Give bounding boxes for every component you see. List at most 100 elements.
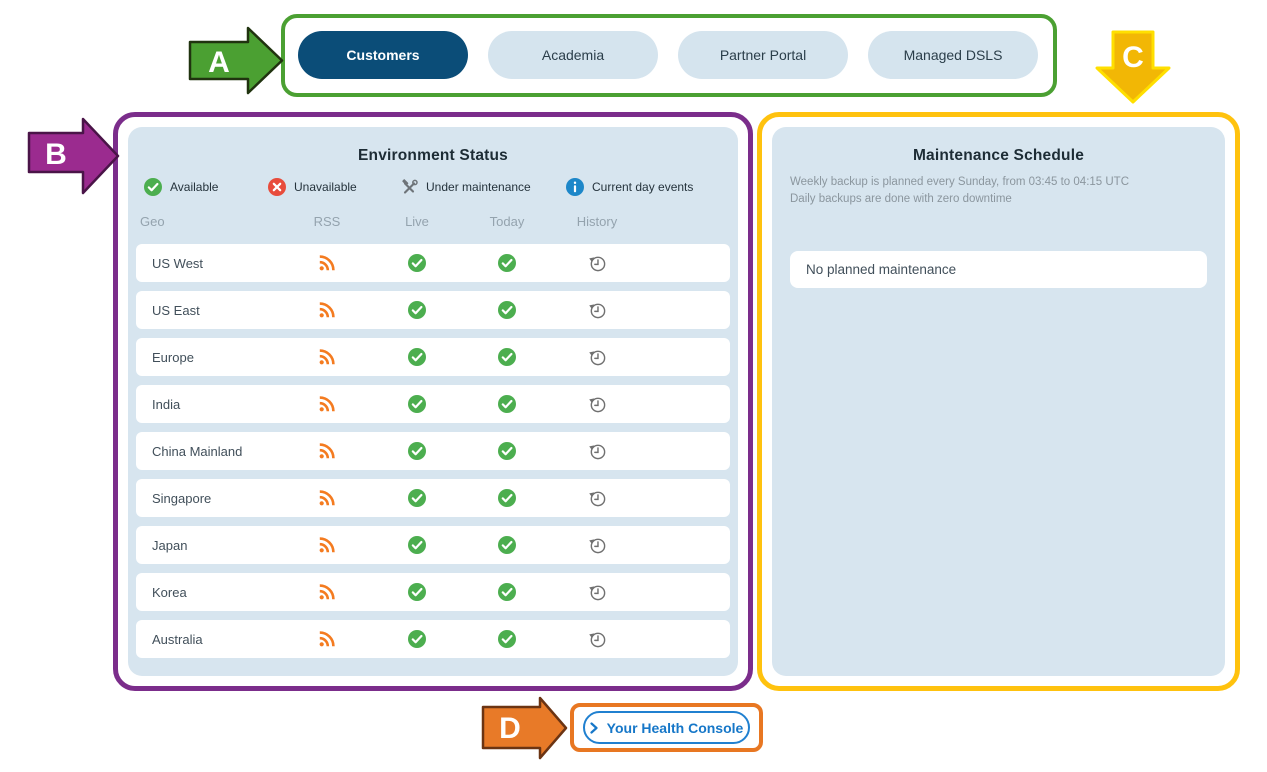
status-available-icon — [498, 301, 516, 319]
chevron-right-icon — [590, 721, 598, 734]
status-available-icon — [408, 489, 426, 507]
geo-label: Korea — [152, 584, 187, 600]
status-available-icon — [408, 301, 426, 319]
geo-label: Australia — [152, 631, 203, 647]
rss-icon[interactable] — [318, 489, 336, 507]
history-icon[interactable] — [588, 630, 607, 649]
status-available-icon — [408, 395, 426, 413]
annotation-c-label: C — [1122, 41, 1144, 74]
table-row-japan: Japan — [136, 526, 730, 564]
environment-status-title: Environment Status — [357, 147, 508, 164]
geo-rows: US West US East Europe India China Mainland S… — [136, 244, 730, 658]
legend-label: Under maintenance — [426, 180, 531, 194]
annotation-box-b: Environment Status Available Unavailable U… — [113, 112, 753, 691]
rss-icon[interactable] — [318, 630, 336, 648]
maintenance-note-weekly: Weekly backup is planned every Sunday, f… — [790, 176, 1130, 188]
history-icon[interactable] — [588, 489, 607, 508]
history-icon[interactable] — [588, 583, 607, 602]
unavailable-icon — [268, 178, 286, 196]
environment-tabs: Customers Academia Partner Portal Managed D… — [285, 18, 1053, 79]
rss-icon[interactable] — [318, 301, 336, 319]
table-row-singapore: Singapore — [136, 479, 730, 517]
annotation-arrow-d: D — [481, 696, 568, 760]
legend-label: Unavailable — [294, 180, 357, 194]
tab-partner-portal[interactable]: Partner Portal — [678, 31, 848, 79]
maintenance-note-daily: Daily backups are done with zero downtim… — [790, 192, 1012, 205]
your-health-console-label: Your Health Console — [606, 719, 744, 736]
history-icon[interactable] — [588, 442, 607, 461]
table-row-korea: Korea — [136, 573, 730, 611]
status-available-icon — [498, 489, 516, 507]
geo-label: China Mainland — [152, 443, 243, 459]
geo-label: US West — [152, 255, 204, 271]
column-header-rss: RSS — [313, 214, 341, 229]
annotation-arrow-a: A — [188, 26, 284, 95]
maintenance-icon — [402, 178, 418, 194]
rss-icon[interactable] — [318, 348, 336, 366]
status-available-icon — [498, 630, 516, 648]
status-available-icon — [498, 348, 516, 366]
annotation-arrow-b: B — [27, 117, 120, 195]
rss-icon[interactable] — [318, 583, 336, 601]
annotation-a-label: A — [208, 46, 230, 79]
table-row-china-mainland: China Mainland — [136, 432, 730, 470]
geo-label: India — [152, 396, 181, 412]
tab-academia[interactable]: Academia — [488, 31, 658, 79]
table-row-europe: Europe — [136, 338, 730, 376]
no-maintenance-message: No planned maintenance — [806, 262, 957, 278]
history-icon[interactable] — [588, 254, 607, 273]
column-header-history: History — [576, 214, 618, 229]
legend-item-available: Available — [143, 177, 267, 197]
available-icon — [144, 178, 162, 196]
status-available-icon — [408, 630, 426, 648]
annotation-box-a: Customers Academia Partner Portal Managed D… — [281, 14, 1057, 97]
status-available-icon — [498, 395, 516, 413]
legend-label: Current day events — [592, 180, 694, 194]
history-icon[interactable] — [588, 395, 607, 414]
tab-customers[interactable]: Customers — [298, 31, 468, 79]
environment-status-panel: Environment Status Available Unavailable U… — [128, 127, 738, 676]
status-available-icon — [498, 536, 516, 554]
maintenance-notes: Weekly backup is planned every Sunday, f… — [772, 165, 1225, 207]
history-icon[interactable] — [588, 301, 607, 320]
status-available-icon — [498, 583, 516, 601]
maintenance-title: Maintenance Schedule — [912, 147, 1085, 164]
tab-managed-dsls[interactable]: Managed DSLS — [868, 31, 1038, 79]
rss-icon[interactable] — [318, 536, 336, 554]
legend-item-current-day-events: Current day events — [565, 177, 738, 197]
status-available-icon — [408, 254, 426, 272]
geo-label: Singapore — [152, 490, 212, 506]
status-available-icon — [408, 442, 426, 460]
column-header-today: Today — [489, 214, 525, 229]
column-header-geo: Geo — [140, 214, 165, 229]
history-icon[interactable] — [588, 536, 607, 555]
info-icon — [566, 178, 584, 196]
status-available-icon — [408, 536, 426, 554]
rss-icon[interactable] — [318, 254, 336, 272]
rss-icon[interactable] — [318, 442, 336, 460]
rss-icon[interactable] — [318, 395, 336, 413]
your-health-console-button[interactable]: Your Health Console — [583, 711, 750, 744]
table-row-australia: Australia — [136, 620, 730, 658]
geo-label: US East — [152, 302, 200, 318]
status-available-icon — [408, 348, 426, 366]
geo-label: Japan — [152, 537, 188, 553]
status-available-icon — [498, 254, 516, 272]
history-icon[interactable] — [588, 348, 607, 367]
no-maintenance-card: No planned maintenance — [790, 251, 1207, 289]
table-row-us-west: US West — [136, 244, 730, 282]
maintenance-panel: Maintenance Schedule Weekly backup is pl… — [772, 127, 1225, 676]
annotation-box-c: Maintenance Schedule Weekly backup is pl… — [757, 112, 1240, 691]
annotation-b-label: B — [45, 138, 67, 171]
annotation-box-d: Your Health Console — [570, 703, 763, 752]
status-available-icon — [498, 442, 516, 460]
legend-label: Available — [170, 180, 219, 194]
column-header-live: Live — [405, 214, 429, 229]
annotation-arrow-c: C — [1095, 30, 1171, 104]
geo-label: Europe — [152, 349, 194, 365]
status-available-icon — [408, 583, 426, 601]
annotation-d-label: D — [499, 712, 521, 745]
table-header: Geo RSS Live Today History — [128, 214, 738, 229]
legend-item-under-maintenance: Under maintenance — [400, 178, 565, 197]
